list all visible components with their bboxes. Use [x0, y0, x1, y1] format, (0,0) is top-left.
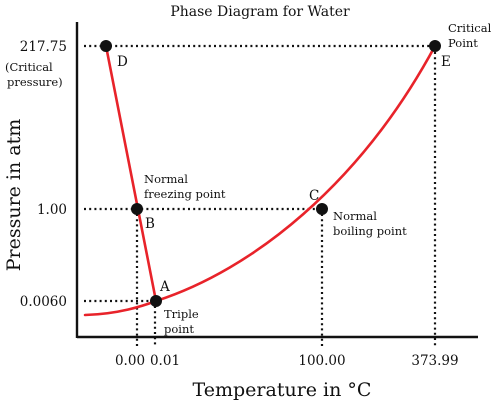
point-e-letter: E — [441, 54, 451, 70]
point-b-note-line1: Normal — [144, 172, 188, 186]
point-e-marker — [429, 40, 441, 52]
point-c-note-line1: Normal — [333, 209, 377, 223]
point-d-letter: D — [117, 54, 128, 70]
point-e-note-line1: Critical — [448, 21, 492, 35]
vaporization-curve — [154, 44, 437, 303]
x-tick-boiling: 100.00 — [298, 353, 345, 369]
sublimation-curve — [83, 299, 158, 317]
point-a-note-line1: Triple — [164, 307, 199, 321]
point-b-marker — [131, 203, 143, 215]
y-tick-triple-pressure: 0.0060 — [20, 294, 67, 310]
point-a-letter: A — [159, 279, 170, 295]
fusion-curve — [104, 44, 158, 303]
diagram-title: Phase Diagram for Water — [170, 4, 350, 20]
x-axis-label: Temperature in °C — [193, 379, 372, 401]
point-b-letter: B — [145, 216, 155, 232]
y-tick-note-line2: pressure) — [7, 75, 63, 89]
point-e-note-line2: Point — [448, 36, 478, 50]
x-tick-freezing: 0.00 — [115, 353, 145, 369]
point-c-letter: C — [309, 188, 319, 204]
y-tick-note-line1: (Critical — [5, 60, 53, 74]
point-c-marker — [316, 203, 328, 215]
point-a-marker — [150, 295, 162, 307]
y-tick-critical-pressure: 217.75 — [20, 39, 67, 55]
point-b-note-line2: freezing point — [144, 187, 226, 201]
point-c-note-line2: boiling point — [333, 224, 407, 238]
x-tick-triple: 0.01 — [150, 353, 180, 369]
y-tick-one-atm: 1.00 — [37, 202, 67, 218]
point-d-marker — [100, 40, 112, 52]
y-axis-label: Pressure in atm — [3, 119, 25, 272]
guide-lines — [84, 44, 437, 346]
x-tick-critical: 373.99 — [411, 353, 458, 369]
point-a-note-line2: point — [164, 322, 194, 336]
